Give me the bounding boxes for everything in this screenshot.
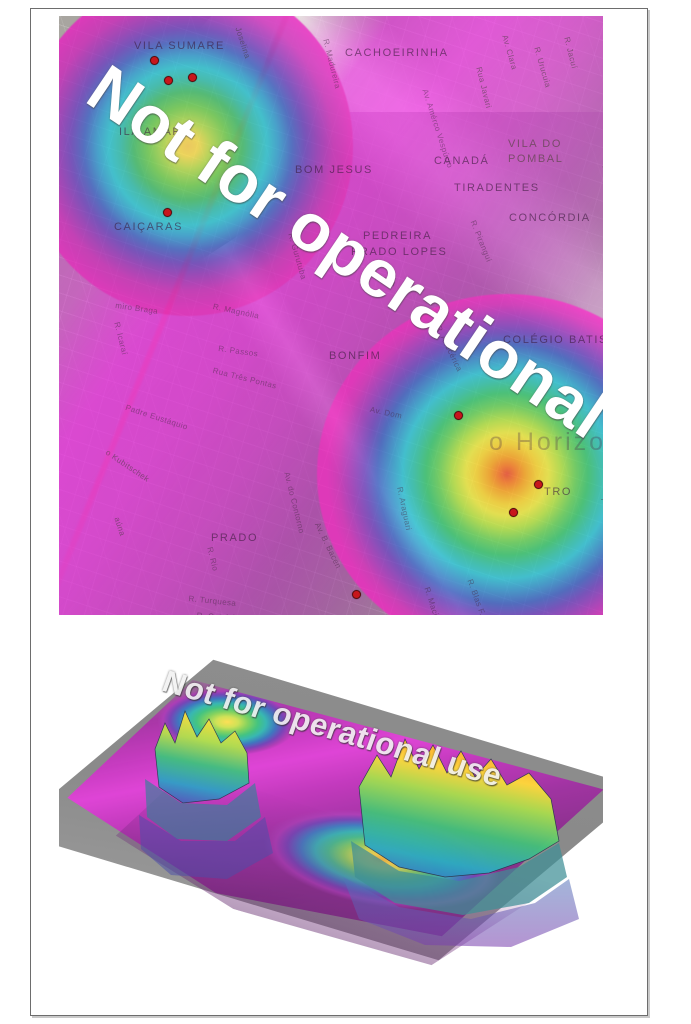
map-marker-station-1[interactable] — [150, 56, 159, 65]
surface-peak-left — [154, 710, 250, 804]
surface-ridge-right-lower — [351, 841, 567, 915]
map-marker-station-4[interactable] — [163, 208, 172, 217]
map-marker-station-6[interactable] — [534, 480, 543, 489]
map-panel[interactable]: VILA SUMARE ILA AMAR CACHOEIRINHA CAIÇARAS B… — [59, 16, 603, 615]
surface-stage: Not for operational use — [59, 627, 603, 1007]
map-marker-station-5[interactable] — [454, 411, 463, 420]
surface-peak-right — [358, 738, 560, 878]
map-marker-station-3[interactable] — [188, 73, 197, 82]
contour-overlay — [59, 16, 603, 615]
map-marker-station-2[interactable] — [164, 76, 173, 85]
map-marker-station-8[interactable] — [352, 590, 361, 599]
map-marker-station-7[interactable] — [509, 508, 518, 517]
surface-peak-silhouettes — [139, 710, 579, 947]
contour-hotspot-northwest — [59, 16, 353, 316]
surface-ridge-left-lower — [145, 779, 261, 841]
surface-panel[interactable]: Not for operational use — [59, 627, 603, 1007]
surface-valley-left — [139, 815, 273, 879]
surface-valley-right — [343, 877, 579, 947]
figure-frame: VILA SUMARE ILA AMAR CACHOEIRINHA CAIÇARAS B… — [30, 8, 648, 1016]
